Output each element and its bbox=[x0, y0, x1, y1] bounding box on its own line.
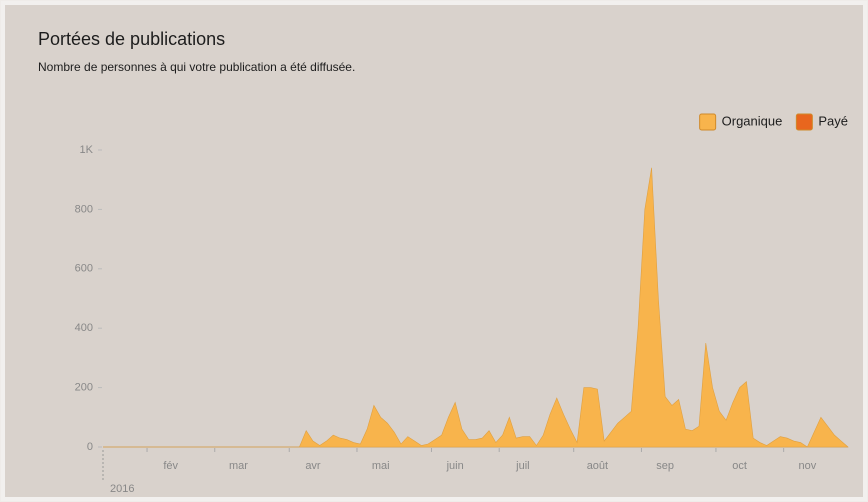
x-tick-label: sep bbox=[656, 460, 674, 472]
legend-swatch bbox=[699, 113, 717, 131]
y-tick-label: 1K bbox=[80, 144, 94, 156]
y-tick-label: 0 bbox=[87, 441, 93, 453]
y-tick-label: 400 bbox=[75, 322, 93, 334]
year-label: 2016 bbox=[110, 483, 134, 495]
x-tick-label: juil bbox=[515, 460, 529, 472]
legend-label: Organique bbox=[722, 113, 783, 128]
x-tick-label: fév bbox=[163, 460, 178, 472]
x-tick-label: août bbox=[587, 460, 608, 472]
y-tick-label: 600 bbox=[75, 263, 93, 275]
area bbox=[103, 167, 849, 448]
x-tick-label: oct bbox=[732, 460, 747, 472]
x-tick-label: mar bbox=[229, 460, 248, 472]
x-tick-label: nov bbox=[798, 460, 816, 472]
chart-subtitle: Nombre de personnes à qui votre publicat… bbox=[38, 60, 355, 74]
chart-title: Portées de publications bbox=[38, 29, 225, 49]
legend-label: Payé bbox=[818, 113, 848, 128]
y-tick-label: 200 bbox=[75, 382, 93, 394]
x-tick-label: mai bbox=[372, 460, 390, 472]
x-tick-label: avr bbox=[305, 460, 321, 472]
legend-swatch bbox=[795, 113, 813, 131]
y-tick-label: 800 bbox=[75, 203, 93, 215]
x-tick-label: juin bbox=[446, 460, 464, 472]
